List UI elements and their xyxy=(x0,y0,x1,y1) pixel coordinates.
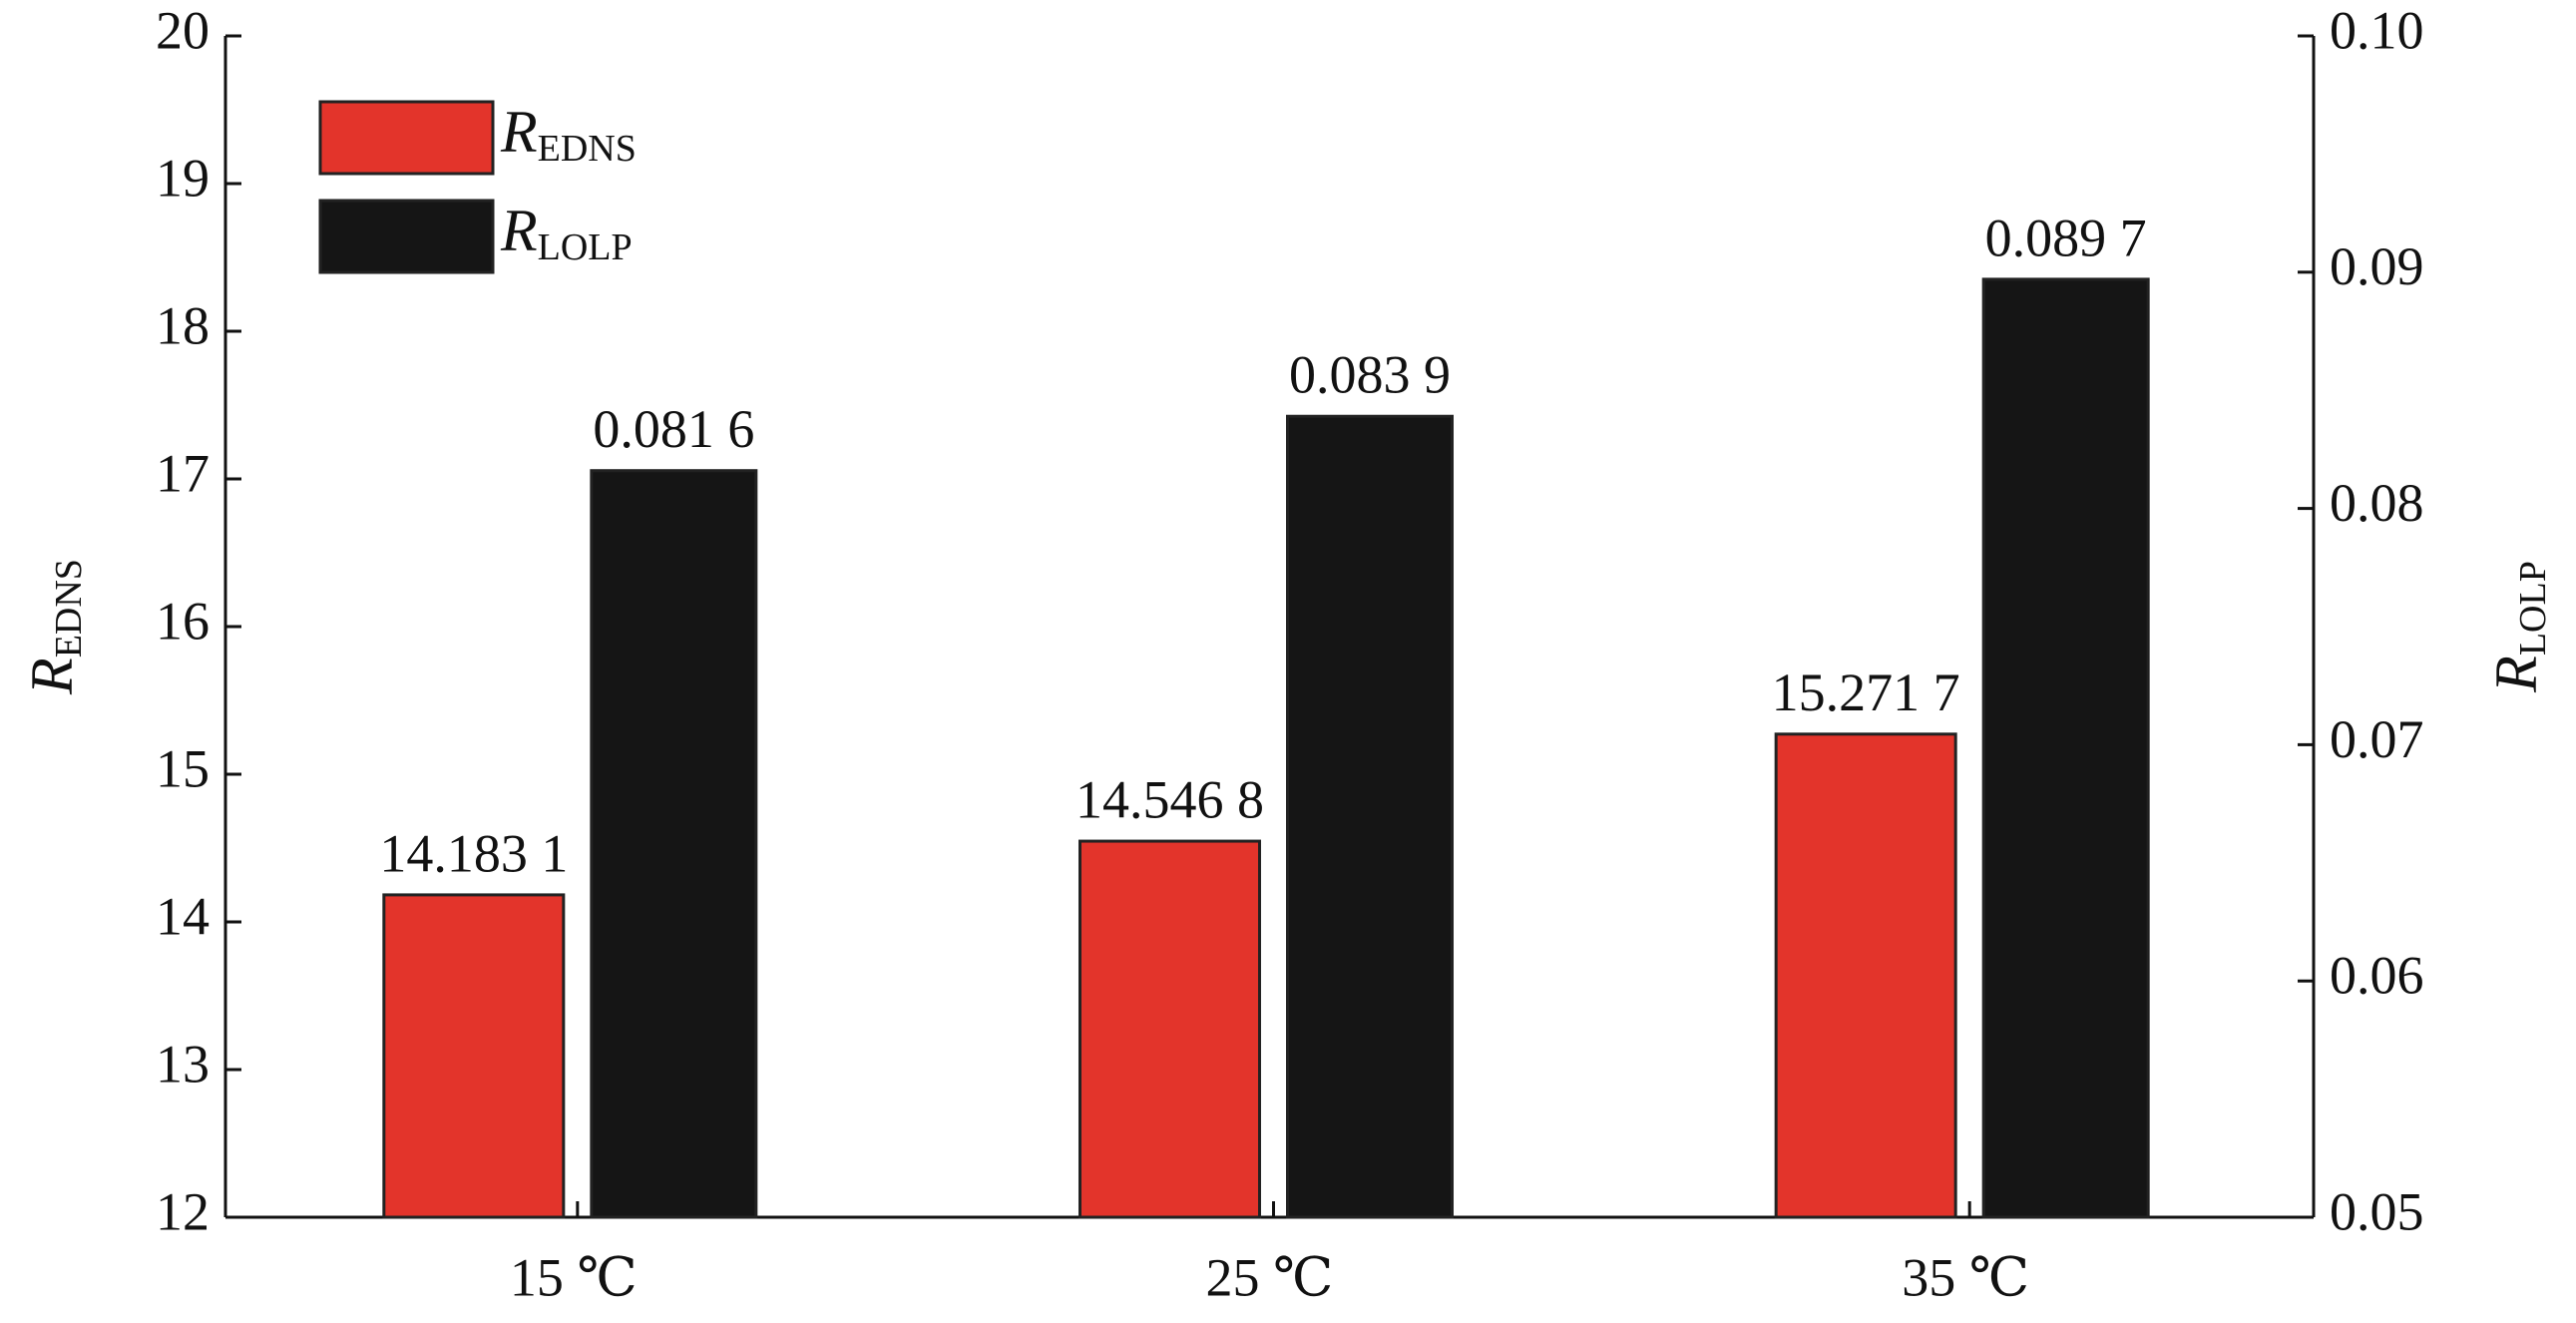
y2-tick-label: 0.06 xyxy=(2330,946,2424,1006)
bar xyxy=(1286,414,1454,1219)
y-tick-label: 19 xyxy=(156,148,210,208)
value-label: 0.089 7 xyxy=(1985,208,2147,267)
x-tick-label: 35 ℃ xyxy=(1902,1247,2029,1307)
y-label-sub: EDNS xyxy=(48,559,90,658)
y2-label-sub: LOLP xyxy=(2512,561,2554,656)
legend-sub: EDNS xyxy=(538,128,637,170)
y-tick-label: 12 xyxy=(156,1181,210,1241)
bar xyxy=(1078,839,1261,1219)
y2-axis-label: RLOLP xyxy=(2483,561,2554,693)
value-label: 14.183 1 xyxy=(379,823,568,883)
legend-label: RLOLP xyxy=(500,198,633,268)
legend-label: REDNS xyxy=(500,99,637,170)
value-label: 0.081 6 xyxy=(593,399,754,459)
y2-tick-label: 0.09 xyxy=(2330,236,2424,296)
value-label: 0.083 9 xyxy=(1289,345,1451,405)
bar xyxy=(1981,277,2150,1219)
bar xyxy=(382,893,566,1219)
legend-swatch xyxy=(318,100,495,176)
y-label-main: R xyxy=(19,658,85,695)
x-tick-label: 25 ℃ xyxy=(1206,1247,1334,1307)
y-tick-label: 14 xyxy=(156,886,210,946)
y2-label-main: R xyxy=(2483,656,2549,693)
legend-swatch xyxy=(318,199,495,274)
bar xyxy=(1774,732,1957,1219)
bar xyxy=(590,469,758,1219)
value-label: 14.546 8 xyxy=(1075,769,1264,829)
legend-sub: LOLP xyxy=(538,226,633,268)
y2-tick-label: 0.07 xyxy=(2330,709,2424,769)
y-axis-label: REDNS xyxy=(19,559,90,695)
y-tick-label: 20 xyxy=(156,0,210,60)
y-tick-label: 18 xyxy=(156,295,210,355)
value-label: 15.271 7 xyxy=(1772,662,1960,722)
y2-tick-label: 0.05 xyxy=(2330,1181,2424,1241)
legend-main: R xyxy=(500,99,538,165)
legend-main: R xyxy=(500,198,538,263)
x-tick-label: 15 ℃ xyxy=(510,1247,638,1307)
y2-tick-label: 0.08 xyxy=(2330,473,2424,533)
y-tick-label: 13 xyxy=(156,1034,210,1094)
y-tick-label: 15 xyxy=(156,738,210,798)
y-tick-label: 16 xyxy=(156,591,210,651)
y2-tick-label: 0.10 xyxy=(2330,0,2424,60)
y-tick-label: 17 xyxy=(156,443,210,503)
